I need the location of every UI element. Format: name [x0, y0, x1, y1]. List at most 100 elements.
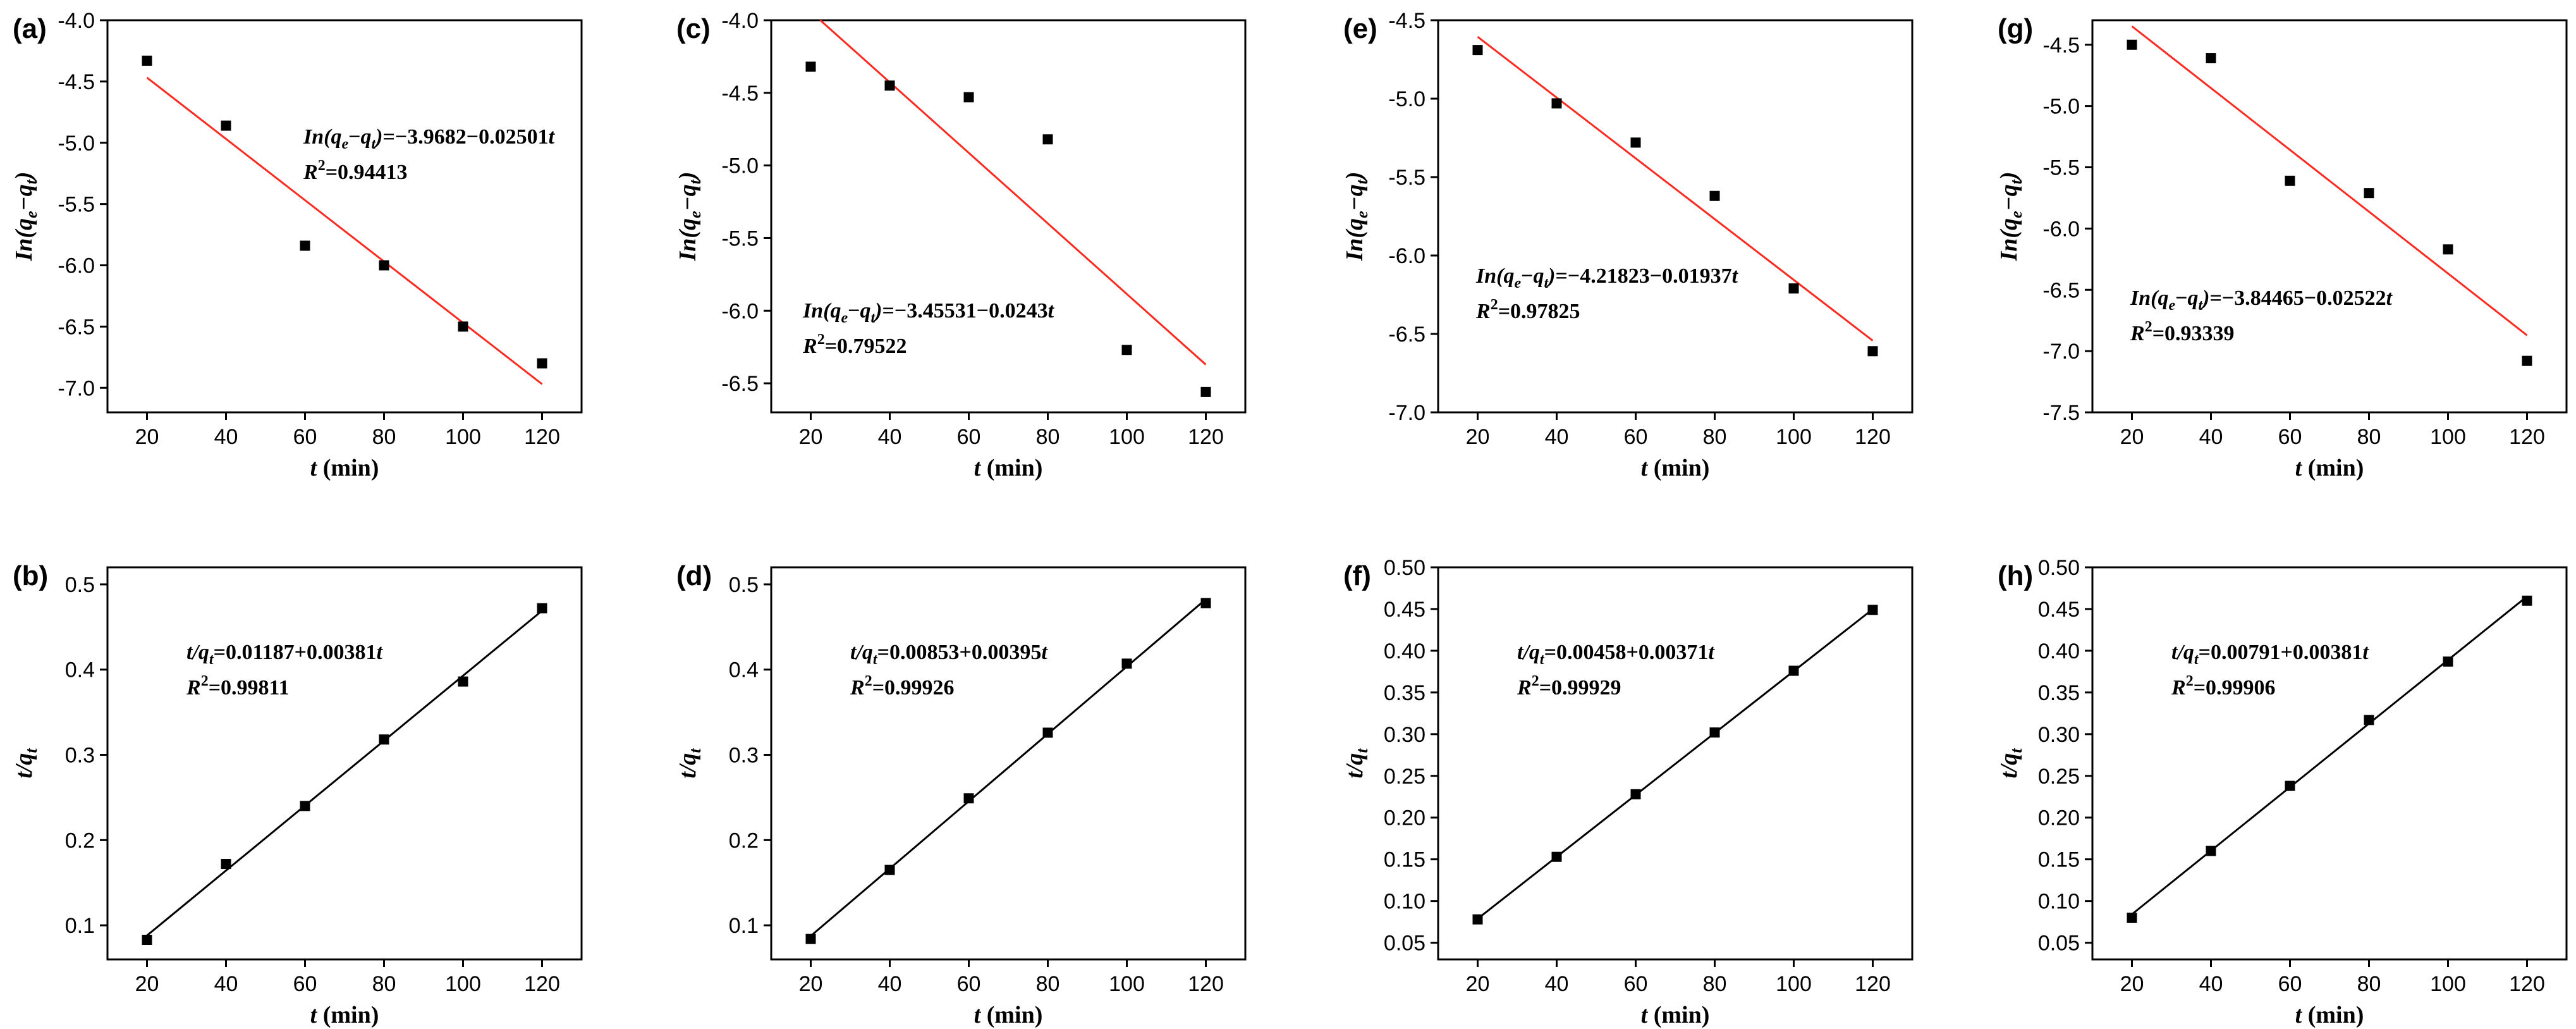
x-tick-label: 60 [1624, 972, 1648, 996]
data-point [458, 676, 468, 687]
data-point [1472, 45, 1483, 56]
y-tick-label: 0.4 [65, 658, 95, 682]
data-point [537, 358, 547, 369]
data-point [805, 933, 816, 944]
x-tick-label: 100 [1776, 972, 1812, 996]
y-tick-label: 0.05 [2038, 932, 2080, 956]
data-point [2127, 913, 2137, 923]
plot-frame [770, 566, 1247, 961]
y-axis-label: In(qe−qt) [1341, 171, 1371, 261]
x-tick-label: 120 [1188, 425, 1224, 449]
x-axis-label: t (min) [2295, 455, 2364, 481]
y-tick-label: -5.5 [2042, 156, 2080, 180]
fit-equation: t/qt=0.01187+0.00381t [186, 641, 383, 668]
y-tick-label: -5.0 [721, 154, 759, 178]
fit-line [2131, 595, 2528, 915]
data-point [1121, 658, 1132, 669]
fit-equation: In(qe−qt)=−4.21823−0.01937t [1475, 264, 1739, 292]
x-tick-label: 80 [2357, 972, 2381, 996]
y-tick-label: 0.35 [1384, 681, 1425, 705]
y-axis-label: In(qe−qt) [1996, 171, 2025, 261]
data-point [963, 92, 974, 102]
data-point [2522, 595, 2532, 606]
x-tick-label: 120 [1855, 425, 1891, 449]
chart-panel-d: 20 40 60 80 100 120 0.1 0.2 0.3 0.4 0.5 (d) t (min) t… [675, 560, 1247, 1028]
y-tick-label: 0.2 [729, 829, 759, 853]
x-tick-label: 120 [524, 972, 560, 996]
chart-panel-b: 20 40 60 80 100 120 0.1 0.2 0.3 0.4 0.5 (b) t (min) t… [11, 560, 583, 1028]
fit-equation: t/qt=0.00458+0.00371t [1517, 641, 1715, 668]
x-tick-label: 40 [2199, 972, 2223, 996]
data-point [2285, 175, 2295, 186]
x-tick-label: 20 [2120, 425, 2144, 449]
y-tick-label: 0.15 [2038, 848, 2080, 872]
r-squared: R2=0.93339 [2130, 319, 2235, 345]
data-point [1867, 346, 1878, 357]
y-axis-label: t/qt [1341, 748, 1371, 779]
x-tick-label: 40 [214, 972, 238, 996]
panel-label: (h) [1998, 560, 2033, 591]
y-tick-label: -6.0 [2042, 217, 2080, 241]
data-point [1200, 386, 1211, 397]
y-tick-label: 0.20 [2038, 806, 2080, 830]
fit-equation: In(qe−qt)=−3.45531−0.0243t [802, 299, 1055, 326]
panel-label: (c) [676, 13, 711, 44]
data-point [221, 859, 231, 870]
fit-equation: t/qt=0.00791+0.00381t [2171, 641, 2369, 668]
data-point [1709, 190, 1720, 201]
chart-panel-e: 20 40 60 80 100 120 -7.0 -6.5 -6.0 -5.5 -5.0 -4.5 (e… [1341, 9, 1914, 481]
data-point [1709, 727, 1720, 738]
x-tick-label: 120 [1855, 972, 1891, 996]
fit-equation: t/qt=0.00853+0.00395t [850, 641, 1048, 668]
y-axis-label: t/qt [11, 748, 40, 779]
data-point [2443, 244, 2453, 255]
fit-line [2131, 25, 2528, 336]
y-tick-label: -5.5 [1388, 166, 1425, 190]
data-point [300, 240, 310, 251]
panel-label: (g) [1998, 13, 2033, 44]
plot-frame [106, 566, 583, 961]
y-tick-label: -6.0 [721, 299, 759, 323]
chart-panel-h: 20 40 60 80 100 120 0.05 0.10 0.15 0.20 0.25 0.30 0.… [1996, 556, 2568, 1028]
x-tick-label: 20 [2120, 972, 2144, 996]
x-tick-label: 40 [1545, 425, 1569, 449]
y-tick-label: -6.5 [58, 315, 95, 339]
data-point [884, 865, 895, 875]
fit-line [146, 610, 543, 937]
y-tick-label: 0.5 [65, 573, 95, 597]
data-point [884, 80, 895, 91]
y-axis-label: t/qt [675, 748, 704, 779]
y-tick-label: 0.10 [2038, 890, 2080, 914]
fit-line [146, 77, 543, 385]
x-tick-label: 80 [1703, 425, 1727, 449]
x-tick-label: 80 [2357, 425, 2381, 449]
y-tick-label: 0.3 [729, 744, 759, 768]
x-tick-label: 120 [1188, 972, 1224, 996]
y-tick-label: -6.5 [1388, 323, 1425, 347]
plot-frame [2091, 19, 2568, 414]
x-tick-label: 100 [1109, 425, 1145, 449]
x-tick-label: 60 [957, 425, 981, 449]
y-tick-label: -4.5 [2042, 34, 2080, 58]
data-point [1551, 851, 1562, 862]
y-tick-label: -6.0 [58, 254, 95, 278]
r-squared: R2=0.99929 [1517, 673, 1621, 699]
x-axis-label: t (min) [310, 1002, 379, 1028]
x-tick-label: 60 [293, 972, 317, 996]
fit-equation: In(qe−qt)=−3.84465−0.02522t [2130, 287, 2393, 314]
data-point [458, 321, 468, 332]
y-axis-label: In(qe−qt) [675, 171, 704, 261]
y-tick-label: -5.5 [58, 193, 95, 217]
y-axis-label: t/qt [1996, 748, 2025, 779]
x-tick-label: 80 [1036, 425, 1060, 449]
x-axis-label: t (min) [1641, 455, 1710, 481]
data-point [1042, 727, 1053, 738]
x-tick-label: 100 [2430, 972, 2466, 996]
chart-panel-a: 20 40 60 80 100 120 -7.0 -6.5 -6.0 -5.5 -5.0 -4.5 -4… [11, 9, 583, 481]
x-tick-label: 80 [372, 972, 396, 996]
y-tick-label: -4.0 [58, 9, 95, 33]
y-tick-label: 0.15 [1384, 848, 1425, 872]
data-point [1042, 134, 1053, 145]
x-tick-label: 60 [293, 425, 317, 449]
